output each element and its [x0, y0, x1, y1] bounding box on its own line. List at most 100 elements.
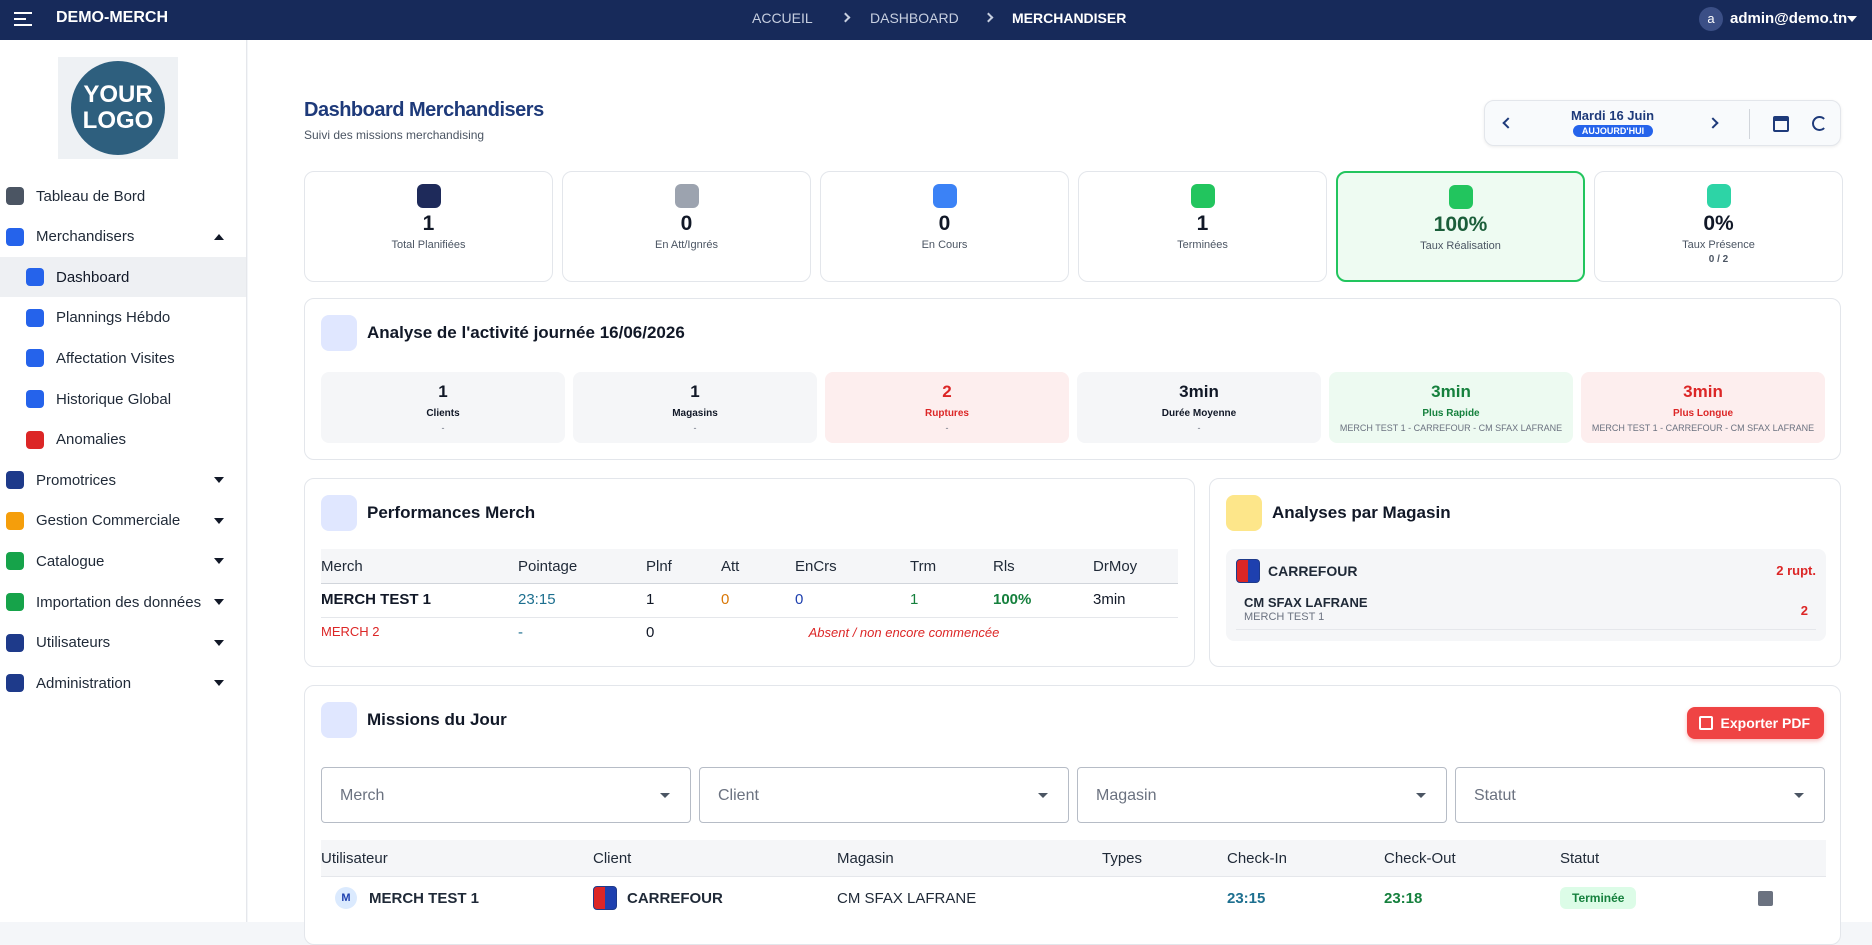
title-text: Missions du Jour	[367, 710, 507, 729]
nav-label: Affectation Visites	[56, 349, 175, 367]
client-logo	[593, 886, 617, 910]
refresh-button[interactable]	[1812, 116, 1827, 131]
kpi-card: 0 En Cours	[820, 171, 1069, 282]
column-header: Types	[1102, 850, 1143, 867]
today-badge: AUJOURD'HUI	[1573, 125, 1653, 137]
nav-item[interactable]: Catalogue	[0, 541, 246, 581]
icon	[6, 471, 24, 490]
kpi-card: 100% Taux Réalisation	[1336, 171, 1585, 282]
stat-sub: MERCH TEST 1 - CARREFOUR - CM SFAX LAFRA…	[1591, 423, 1815, 433]
nav-item[interactable]: Importation des données	[0, 582, 246, 622]
column-header: Att	[721, 558, 740, 575]
main-content: Dashboard Merchandisers Suivi des mission…	[248, 40, 1872, 945]
table-header-bg	[321, 840, 1826, 877]
stat-label: Plus Rapide	[1422, 408, 1480, 419]
store-name: CM SFAX LAFRANE	[1244, 595, 1368, 610]
next-day[interactable]	[1707, 117, 1719, 129]
breadcrumb-item[interactable]: ACCUEIL	[752, 10, 813, 26]
breadcrumb-item: MERCHANDISER	[1012, 10, 1127, 26]
stat-value: 1	[438, 382, 448, 401]
column-header: Client	[593, 850, 632, 867]
title-text: Analyses par Magasin	[1272, 503, 1451, 522]
brand: DEMO-MERCH	[56, 9, 168, 26]
nav-label: Gestion Commerciale	[36, 512, 181, 530]
nav-item[interactable]: Administration	[0, 663, 246, 703]
table-cell: 0	[646, 624, 655, 641]
icon	[1190, 184, 1215, 208]
row-note: Absent / non encore commencée	[808, 625, 1000, 640]
panel-title: Missions du Jour	[321, 702, 507, 738]
filter-select[interactable]: Statut	[1455, 767, 1825, 823]
filter-placeholder: Magasin	[1096, 787, 1157, 804]
icon	[1226, 495, 1262, 531]
nav-subitem[interactable]: Affectation Visites	[0, 338, 246, 378]
filter-select[interactable]: Merch	[321, 767, 691, 823]
column-header: Rls	[993, 558, 1015, 575]
icon	[6, 227, 24, 246]
nav-caret	[214, 639, 224, 646]
stat-label: Magasins	[672, 408, 718, 419]
user-caret	[1847, 16, 1857, 22]
table-cell: 23:15	[518, 591, 556, 608]
date-picker: Mardi 16 Juin AUJOURD'HUI	[1484, 100, 1841, 146]
calendar-button[interactable]	[1773, 116, 1789, 132]
nav-item[interactable]: Utilisateurs	[0, 623, 246, 663]
store-merch: MERCH TEST 1	[1244, 611, 1325, 623]
table-cell: -	[518, 624, 523, 641]
row-action[interactable]	[1758, 891, 1773, 906]
stat-label: Ruptures	[925, 408, 969, 419]
icon	[6, 552, 24, 571]
nav-item[interactable]: Tableau de Bord	[0, 176, 246, 216]
kpi-label: Taux Présence	[1682, 239, 1755, 251]
title-text: Analyse de l'activité journée 16/06/2026	[367, 323, 685, 342]
icon	[6, 633, 24, 652]
stat-sub: -	[1197, 423, 1201, 433]
kpi-value: 1	[1196, 212, 1209, 235]
nav-label: Utilisateurs	[36, 634, 111, 652]
table-cell: CM SFAX LAFRANE	[837, 890, 977, 907]
store-count: 2	[1800, 603, 1808, 618]
icon	[26, 430, 44, 449]
filter-select[interactable]: Magasin	[1077, 767, 1447, 823]
icon	[6, 674, 24, 693]
nav-caret	[214, 599, 224, 605]
user-menu[interactable]: admin@demo.tn	[1730, 10, 1848, 27]
nav-label: Historique Global	[56, 390, 172, 408]
column-header: Check-Out	[1384, 850, 1456, 867]
filter-caret	[1038, 793, 1048, 798]
magasin-panel: Analyses par Magasin CARREFOUR 2 rupt. CM S…	[1209, 478, 1841, 667]
logo-text: LOGO	[82, 107, 154, 134]
nav-label: Importation des données	[36, 593, 202, 611]
nav-subitem[interactable]: Dashboard	[0, 257, 246, 298]
nav-item[interactable]: Merchandisers	[0, 217, 246, 257]
table-cell: CARREFOUR	[627, 890, 723, 907]
kpi-label: Taux Réalisation	[1420, 240, 1501, 252]
filter-placeholder: Merch	[340, 787, 385, 804]
nav-item[interactable]: Gestion Commerciale	[0, 501, 246, 541]
nav-subitem[interactable]: Plannings Hébdo	[0, 298, 246, 338]
table-cell: 0	[795, 591, 804, 608]
performance-panel: Performances Merch Merch Pointage Plnf Att En…	[304, 478, 1195, 667]
icon	[321, 702, 357, 738]
stat-value: 3min	[1431, 382, 1471, 401]
logo: YOUR LOGO	[58, 57, 178, 159]
column-header: Check-In	[1227, 850, 1288, 867]
export-button[interactable]: Exporter PDF	[1686, 707, 1824, 739]
prev-day[interactable]	[1502, 117, 1514, 129]
table-cell: 100%	[993, 591, 1032, 608]
column-header: Plnf	[646, 558, 672, 575]
breadcrumb-item[interactable]: DASHBOARD	[870, 10, 959, 26]
breadcrumb-separator	[840, 12, 851, 23]
kpi-value: 100%	[1433, 213, 1488, 236]
menu-button[interactable]	[14, 12, 32, 26]
nav-caret	[214, 477, 224, 484]
column-header: Magasin	[837, 850, 894, 867]
nav-subitem[interactable]: Anomalies	[0, 420, 246, 460]
menu-bar	[14, 18, 26, 20]
export-label: Exporter PDF	[1720, 715, 1810, 731]
nav-subitem[interactable]: Historique Global	[0, 379, 246, 419]
icon	[26, 390, 44, 408]
nav-item[interactable]: Promotrices	[0, 460, 246, 500]
column-header: Merch	[321, 558, 363, 575]
filter-select[interactable]: Client	[699, 767, 1069, 823]
